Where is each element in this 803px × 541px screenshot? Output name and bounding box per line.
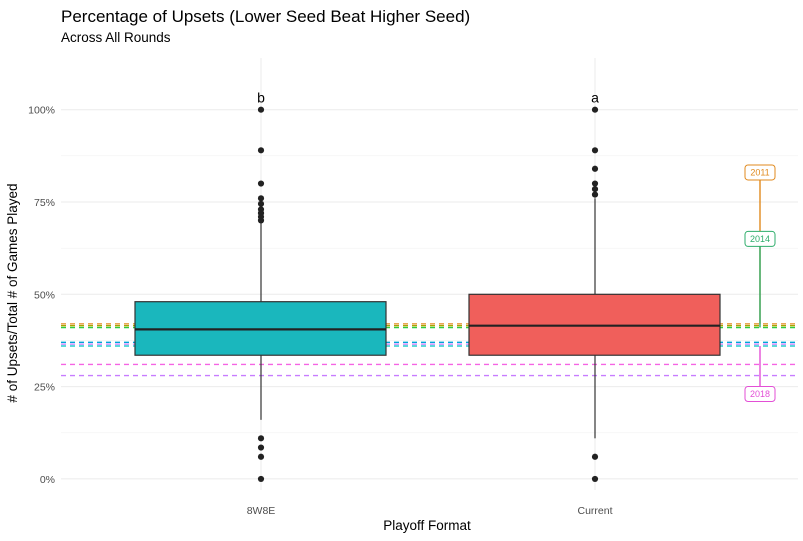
outlier-point — [591, 475, 599, 483]
y-tick-label: 100% — [28, 105, 55, 117]
y-tick-label: 75% — [34, 197, 55, 209]
outlier-point — [257, 106, 265, 113]
year-label-2018: 2018 — [744, 346, 776, 402]
outlier-point — [591, 147, 599, 154]
outlier-point — [257, 217, 265, 224]
outlier-point — [591, 191, 599, 198]
y-tick-label: 0% — [40, 474, 55, 486]
outlier-point — [257, 147, 265, 154]
y-axis-title: # of Upsets/Total # of Games Played — [5, 183, 20, 402]
outlier-point — [257, 453, 265, 460]
box-8w8e: b — [134, 90, 387, 483]
outlier-point — [257, 195, 265, 202]
outlier-point — [257, 180, 265, 187]
year-label-box — [744, 230, 776, 247]
x-tick-label: 8W8E — [247, 505, 276, 517]
year-label-text: 2018 — [750, 389, 770, 399]
year-label-2014: 2014 — [744, 230, 776, 328]
x-axis-title: Playoff Format — [383, 518, 471, 533]
y-tick-label: 25% — [34, 382, 55, 394]
year-label-text: 2011 — [750, 167, 769, 177]
significance-letter: b — [257, 90, 265, 106]
outlier-point — [591, 165, 599, 172]
year-label-box — [744, 164, 776, 181]
outlier-point — [591, 185, 599, 193]
x-tick-label: Current — [577, 505, 612, 517]
outlier-point — [591, 106, 599, 113]
outlier-point — [591, 453, 599, 460]
outlier-point — [257, 444, 265, 451]
chart-subtitle: Across All Rounds — [61, 30, 171, 45]
outlier-point — [257, 435, 265, 442]
significance-letter: a — [591, 90, 599, 106]
y-axis-ticks: 0% 25% 50% 75% 100% — [28, 105, 55, 486]
y-tick-label: 50% — [34, 289, 55, 301]
outlier-point — [257, 475, 265, 483]
x-axis-ticks: 8W8E Current — [247, 505, 613, 517]
grid-lines — [61, 58, 798, 490]
outlier-point — [591, 180, 599, 187]
box-current: a — [468, 90, 721, 483]
outlier-point — [257, 200, 265, 207]
year-label-text: 2014 — [750, 234, 770, 244]
year-label-box — [744, 386, 776, 402]
year-labels: 2011 2014 2018 — [744, 164, 776, 402]
chart-title: Percentage of Upsets (Lower Seed Beat Hi… — [61, 7, 470, 26]
